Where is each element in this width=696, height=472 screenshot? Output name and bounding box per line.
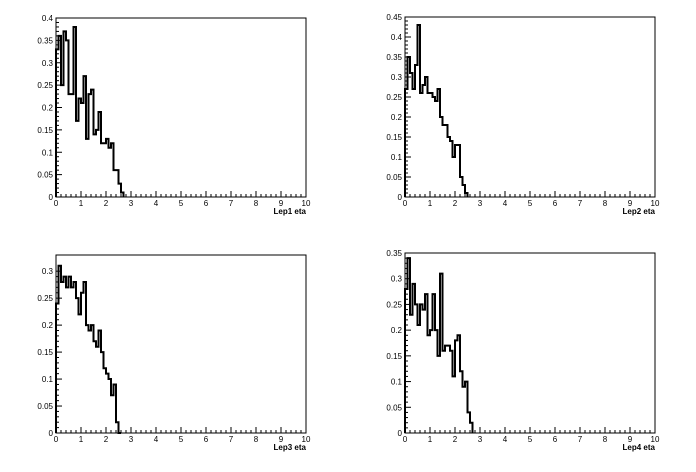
x-tick-label: 5 (528, 199, 533, 208)
y-tick-label: 0.45 (386, 13, 402, 22)
y-tick-label: 0.1 (391, 378, 403, 387)
y-tick-label: 0.35 (386, 53, 402, 62)
y-tick-label: 0.3 (391, 275, 403, 284)
x-tick-label: 7 (229, 199, 234, 208)
panel-lep2: 0 1 2 3 4 5 6 7 8 9 10 0 0.05 0.1 0.15 0.2 0.25 0.3 0.35 0.… (386, 13, 660, 216)
x-tick-label: 0 (403, 435, 408, 444)
x-tick-label: 8 (603, 435, 608, 444)
x-tick-label: 2 (453, 435, 458, 444)
y-tick-label: 0.3 (391, 73, 403, 82)
y-tick-label: 0.35 (37, 36, 53, 45)
x-tick-label: 9 (628, 435, 633, 444)
x-tick-label: 6 (204, 199, 209, 208)
x-tick-label: 9 (279, 199, 284, 208)
y-tick-label: 0.4 (391, 33, 403, 42)
panel-lep1: 0 1 2 3 4 5 6 7 8 9 10 0 0.05 0.1 0.15 0.2 0.25 0.3 0.35 0.… (37, 14, 311, 216)
y-tick-label: 0 (398, 193, 403, 202)
histogram-series (55, 25, 125, 197)
x-axis-title: Lep3 eta (274, 443, 307, 452)
x-axis-title: Lep1 eta (274, 207, 307, 216)
y-tick-label: 0.2 (391, 326, 403, 335)
x-tick-label: 4 (503, 199, 508, 208)
x-tick-label: 4 (154, 435, 159, 444)
x-tick-label: 10 (302, 435, 311, 444)
y-tick-label: 0.15 (386, 133, 402, 142)
x-tick-label: 1 (79, 435, 84, 444)
x-tick-label: 1 (79, 199, 84, 208)
x-tick-label: 2 (104, 435, 109, 444)
y-tick-label: 0.05 (386, 403, 402, 412)
x-tick-label: 7 (578, 199, 583, 208)
y-tick-label: 0 (49, 193, 54, 202)
panel-lep4: 0 1 2 3 4 5 6 7 8 9 10 0 0.05 0.1 0.15 0.2 0.25 0.3 0.35 Le… (386, 249, 660, 452)
x-tick-label: 0 (54, 199, 59, 208)
y-tick-label: 0.1 (42, 148, 54, 157)
y-tick-label: 0.15 (386, 352, 402, 361)
x-tick-label: 1 (428, 199, 433, 208)
x-tick-label: 3 (478, 199, 483, 208)
x-tick-label: 2 (104, 199, 109, 208)
x-tick-label: 10 (302, 199, 311, 208)
x-tick-label: 4 (154, 199, 159, 208)
y-tick-label: 0 (49, 429, 54, 438)
x-tick-label: 5 (179, 435, 184, 444)
x-tick-label: 8 (254, 199, 259, 208)
x-tick-label: 9 (279, 435, 284, 444)
y-tick-label: 0.3 (42, 59, 54, 68)
y-tick-label: 0.25 (386, 300, 402, 309)
histogram-series (404, 24, 469, 197)
x-tick-label: 3 (129, 435, 134, 444)
x-tick-label: 10 (651, 199, 660, 208)
x-axis-title: Lep2 eta (623, 207, 656, 216)
x-tick-label: 8 (603, 199, 608, 208)
x-tick-label: 3 (129, 199, 134, 208)
y-tick-label: 0.05 (386, 173, 402, 182)
plot-frame (404, 16, 656, 198)
y-tick-label: 0.2 (391, 113, 403, 122)
x-tick-label: 4 (503, 435, 508, 444)
y-tick-label: 0.15 (37, 348, 53, 357)
y-tick-label: 0.2 (42, 104, 54, 113)
y-tick-label: 0.25 (37, 81, 53, 90)
histogram-series (404, 257, 474, 433)
x-tick-label: 0 (403, 199, 408, 208)
x-tick-label: 6 (204, 435, 209, 444)
x-tick-label: 5 (528, 435, 533, 444)
x-tick-label: 5 (179, 199, 184, 208)
y-tick-label: 0.15 (37, 126, 53, 135)
x-tick-label: 0 (54, 435, 59, 444)
x-tick-label: 7 (229, 435, 234, 444)
y-tick-label: 0.25 (386, 93, 402, 102)
y-tick-label: 0.4 (42, 14, 54, 23)
x-tick-label: 9 (628, 199, 633, 208)
y-tick-label: 0.1 (42, 375, 54, 384)
x-tick-label: 8 (254, 435, 259, 444)
x-tick-label: 7 (578, 435, 583, 444)
panel-lep3: 0 1 2 3 4 5 6 7 8 9 10 0 0.05 0.1 0.15 0.2 0.25 0.3 Lep3 e… (37, 254, 311, 452)
x-tick-label: 3 (478, 435, 483, 444)
x-axis-title: Lep4 eta (623, 443, 656, 452)
x-tick-label: 6 (553, 199, 558, 208)
x-tick-label: 6 (553, 435, 558, 444)
x-tick-label: 1 (428, 435, 433, 444)
y-tick-label: 0.2 (42, 321, 54, 330)
x-tick-label: 10 (651, 435, 660, 444)
y-tick-label: 0 (398, 429, 403, 438)
histogram-series (55, 264, 121, 434)
x-tick-label: 2 (453, 199, 458, 208)
y-tick-label: 0.05 (37, 171, 53, 180)
plot-frame (55, 254, 307, 434)
y-tick-label: 0.1 (391, 153, 403, 162)
y-tick-label: 0.3 (42, 267, 54, 276)
y-tick-label: 0.05 (37, 402, 53, 411)
y-tick-label: 0.25 (37, 294, 53, 303)
y-tick-label: 0.35 (386, 249, 402, 258)
